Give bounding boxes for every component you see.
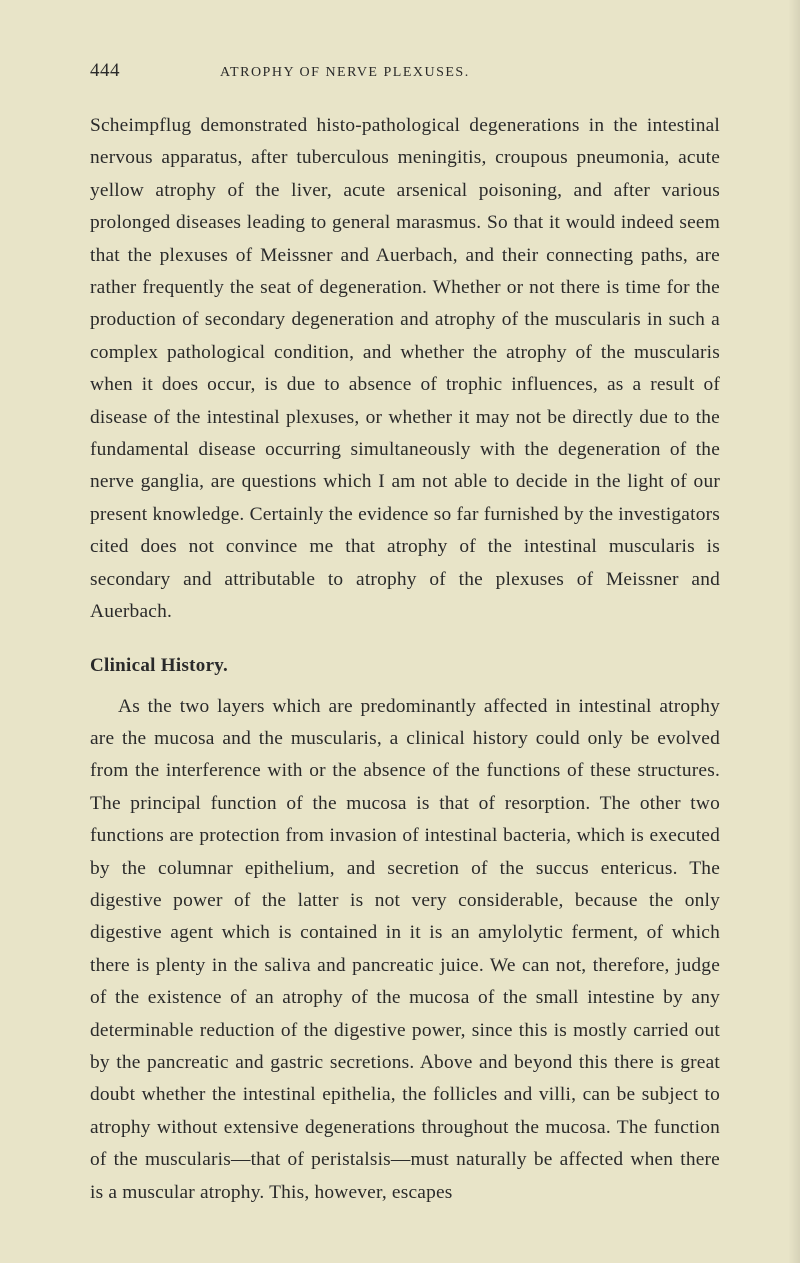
page-header: 444 ATROPHY OF NERVE PLEXUSES. (90, 60, 720, 82)
running-title: ATROPHY OF NERVE PLEXUSES. (220, 65, 470, 81)
body-paragraph-2: As the two layers which are predominantl… (90, 691, 720, 1210)
page-edge-shadow (788, 0, 800, 1263)
body-paragraph-1: Scheimpflug demonstrated histo-pathologi… (90, 110, 720, 629)
section-heading: Clinical History. (90, 655, 720, 677)
page-number: 444 (90, 60, 120, 82)
document-page: 444 ATROPHY OF NERVE PLEXUSES. Scheimpfl… (0, 0, 800, 1263)
